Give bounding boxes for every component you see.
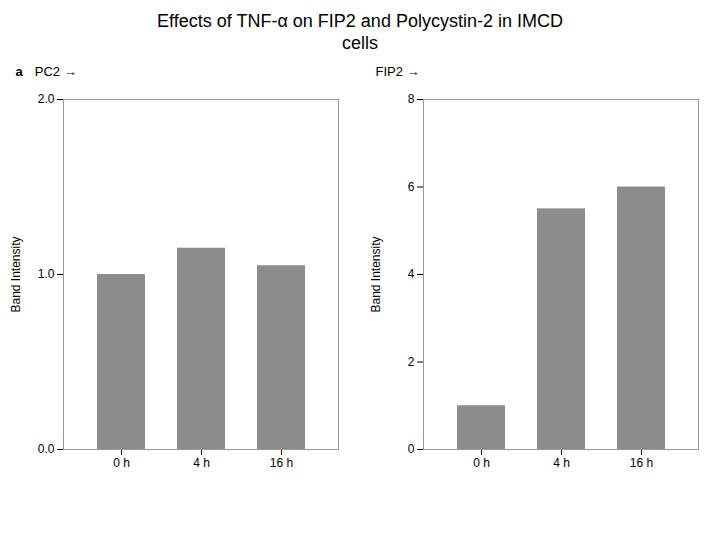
html-text:cells: cells [342,33,378,53]
svg-text:4 h: 4 h [193,456,210,470]
svg-text:1.0: 1.0 [37,267,54,281]
svg-text:0 h: 0 h [473,456,490,470]
svg-text:0.0: 0.0 [37,442,54,456]
svg-text:0: 0 [407,442,414,456]
svg-text:4: 4 [407,267,414,281]
svg-text:2.0: 2.0 [37,92,54,106]
svg-text:4 h: 4 h [553,456,570,470]
svg-text:Band Intensity: Band Intensity [9,236,23,312]
svg-text:2: 2 [407,355,414,369]
svg-text:6: 6 [407,180,414,194]
svg-text:0 h: 0 h [113,456,130,470]
svg-text:16 h: 16 h [629,456,652,470]
html-text:Effects of TNF-α on FIP2 and P: Effects of TNF-α on FIP2 and Polycystin-… [157,11,563,31]
svg-text:8: 8 [407,92,414,106]
html-text:PC2 →: PC2 → [34,64,77,79]
svg-text:16 h: 16 h [269,456,292,470]
html-text:a: a [15,64,23,79]
svg-text:Band Intensity: Band Intensity [369,236,383,312]
html-text:FIP2 →: FIP2 → [375,64,420,79]
